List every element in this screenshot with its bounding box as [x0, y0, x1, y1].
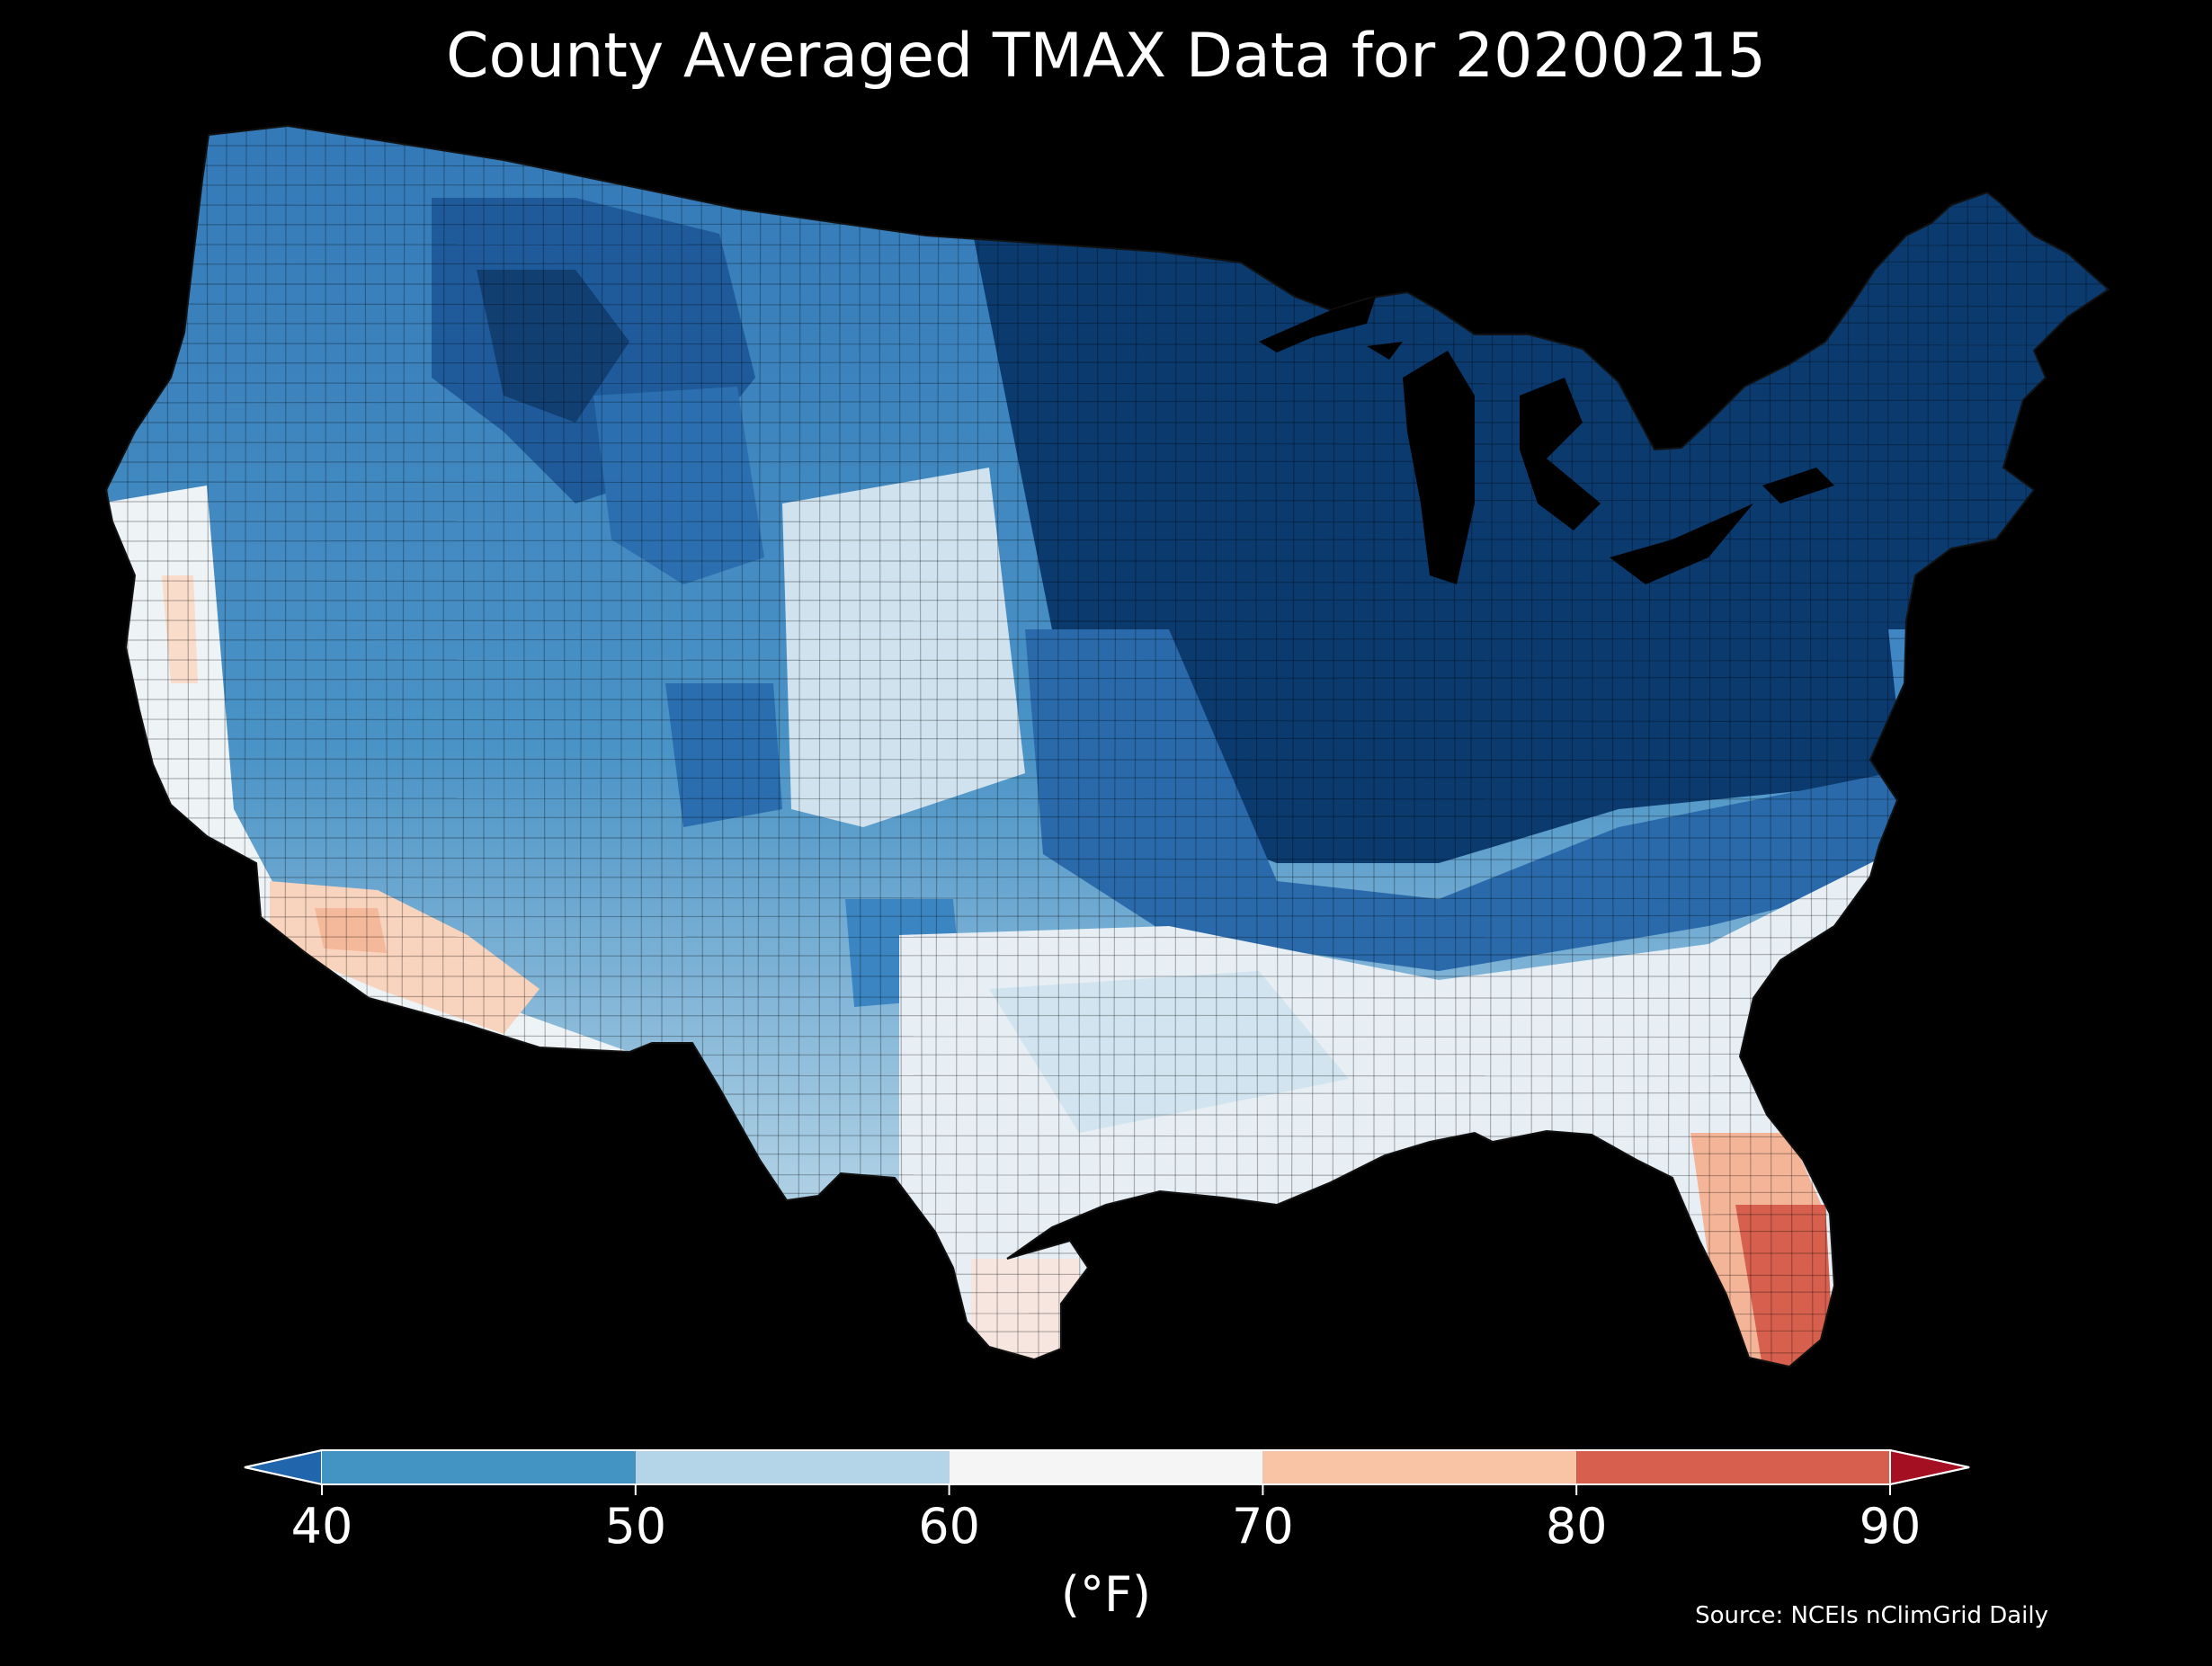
colorbar-tick-label: 60: [918, 1498, 980, 1555]
colorbar: 40 50 60 70 80 90: [244, 1448, 1970, 1555]
colorbar-under-arrow: [244, 1448, 323, 1486]
colorbar-tick-label: 40: [291, 1498, 353, 1555]
colorbar-bin-50-60: [635, 1450, 950, 1484]
colorbar-tick-label: 80: [1546, 1498, 1608, 1555]
colorbar-bin-40-50: [322, 1450, 636, 1484]
map-title: County Averaged TMAX Data for 20200215: [446, 21, 1766, 92]
colorbar-tick-label: 90: [1860, 1498, 1922, 1555]
colorbar-bin-80-90: [1576, 1450, 1890, 1484]
colorbar-over-arrow: [1889, 1448, 1970, 1486]
colorbar-tick-label: 70: [1232, 1498, 1294, 1555]
great-lakes: [1259, 297, 1834, 584]
colorbar-bin-60-70: [949, 1450, 1263, 1484]
source-credit: Source: NCEIs nClimGrid Daily: [1695, 1602, 2048, 1629]
colorbar-unit-label: (°F): [1060, 1566, 1152, 1623]
colorbar-tick-label: 50: [604, 1498, 666, 1555]
colorbar-bin-70-80: [1262, 1450, 1577, 1484]
